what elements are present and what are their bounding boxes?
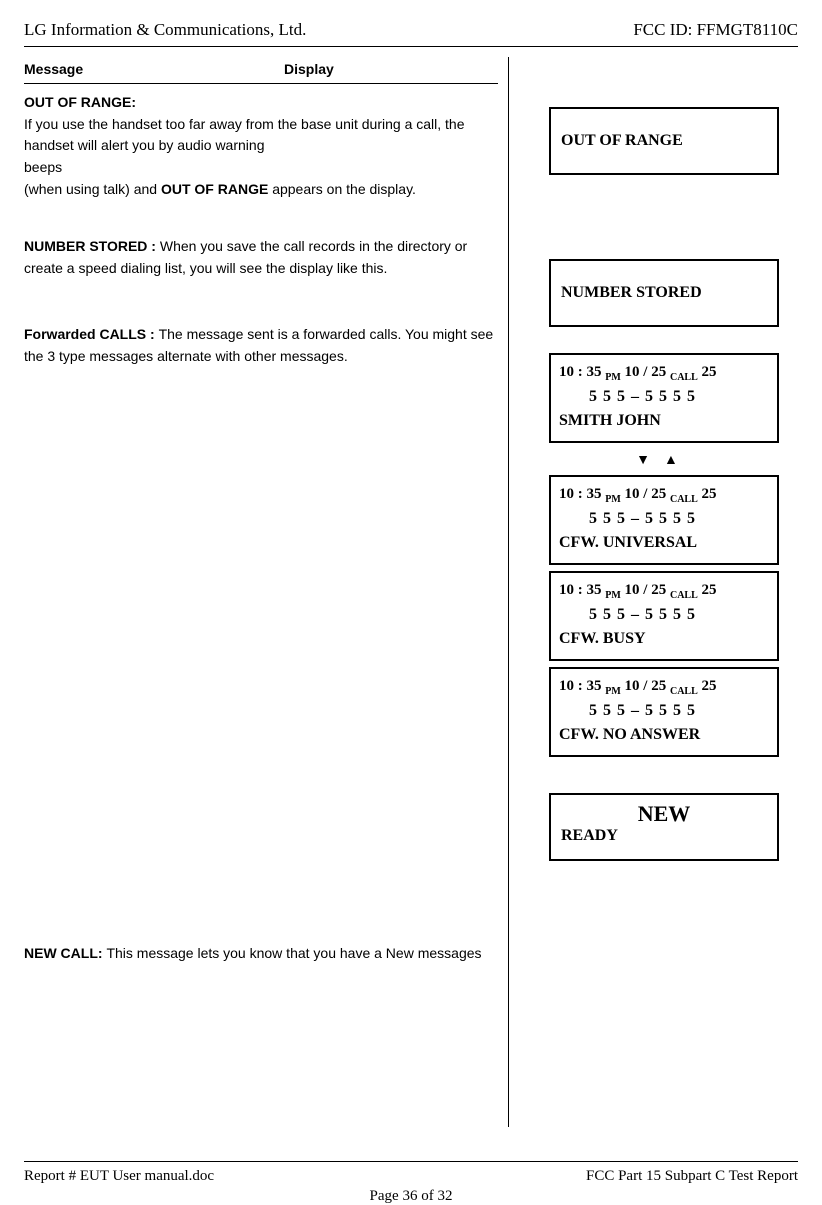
out-of-range-body2: beeps [24, 159, 62, 175]
out-of-range-bold: OUT OF RANGE [161, 181, 268, 197]
divider-2 [24, 288, 498, 316]
call-count: 25 [702, 678, 717, 694]
call-time: 10 : 35 [559, 364, 602, 380]
new-call-title: NEW CALL: [24, 945, 106, 961]
call-ampm: PM [605, 494, 621, 505]
section-number-stored: NUMBER STORED : When you save the call r… [24, 228, 498, 279]
display-number-stored-text: NUMBER STORED [561, 284, 702, 302]
call-date: 10 / 25 [625, 678, 667, 694]
out-of-range-title: OUT OF RANGE: [24, 94, 136, 110]
footer-page-number: Page 36 of 32 [24, 1188, 798, 1205]
call-label: CALL [670, 590, 698, 601]
footer-fcc: FCC Part 15 Subpart C Test Report [586, 1168, 798, 1185]
call-ampm: PM [605, 590, 621, 601]
col-header-message: Message [24, 61, 284, 77]
display-ready-text: READY [561, 827, 767, 845]
call-date: 10 / 25 [625, 582, 667, 598]
col-header-display: Display [284, 61, 334, 77]
new-call-body: This message lets you know that you have… [106, 945, 481, 961]
display-number-stored: NUMBER STORED [549, 259, 779, 327]
out-of-range-body4: appears on the display. [268, 181, 416, 197]
display-new-call: NEW READY [549, 793, 779, 861]
call-time: 10 : 35 [559, 582, 602, 598]
call-name: CFW. BUSY [559, 627, 769, 651]
call-date: 10 / 25 [625, 486, 667, 502]
call-name: CFW. NO ANSWER [559, 723, 769, 747]
call-number: 5 5 5 – 5 5 5 5 [559, 507, 769, 531]
display-out-of-range: OUT OF RANGE [549, 107, 779, 175]
call-number: 5 5 5 – 5 5 5 5 [559, 603, 769, 627]
call-box-1: 10 : 35 PM 10 / 25 CALL 25 5 5 5 – 5 5 5… [549, 475, 779, 565]
call-box-0: 10 : 35 PM 10 / 25 CALL 25 5 5 5 – 5 5 5… [549, 353, 779, 443]
call-time: 10 : 35 [559, 678, 602, 694]
call-number: 5 5 5 – 5 5 5 5 [559, 699, 769, 723]
call-time: 10 : 35 [559, 486, 602, 502]
arrow-indicators: ▼▲ [549, 449, 779, 469]
call-count: 25 [702, 486, 717, 502]
forwarded-title: Forwarded CALLS : [24, 326, 159, 342]
call-ampm: PM [605, 372, 621, 383]
divider-r1 [519, 241, 798, 249]
call-box-2: 10 : 35 PM 10 / 25 CALL 25 5 5 5 – 5 5 5… [549, 571, 779, 661]
company-name: LG Information & Communications, Ltd. [24, 20, 306, 40]
call-label: CALL [670, 494, 698, 505]
out-of-range-body1: If you use the handset too far away from… [24, 116, 465, 154]
right-column: OUT OF RANGE NUMBER STORED 10 : 35 PM 10… [509, 57, 798, 1127]
section-new-call: NEW CALL: This message lets you know tha… [24, 935, 498, 965]
divider-3 [24, 907, 498, 935]
fcc-id: FCC ID: FFMGT8110C [633, 20, 798, 40]
main-content: Message Display OUT OF RANGE: If you use… [24, 57, 798, 1127]
number-stored-title: NUMBER STORED : [24, 238, 160, 254]
divider-1 [24, 200, 498, 228]
footer-report: Report # EUT User manual.doc [24, 1168, 214, 1185]
call-name: SMITH JOHN [559, 409, 769, 433]
display-new-text: NEW [561, 801, 767, 827]
page-footer: Report # EUT User manual.doc FCC Part 15… [24, 1161, 798, 1185]
left-column: Message Display OUT OF RANGE: If you use… [24, 57, 509, 1127]
call-count: 25 [702, 364, 717, 380]
section-out-of-range: OUT OF RANGE: If you use the handset too… [24, 84, 498, 200]
page-header: LG Information & Communications, Ltd. FC… [24, 20, 798, 47]
call-count: 25 [702, 582, 717, 598]
call-label: CALL [670, 372, 698, 383]
call-box-3: 10 : 35 PM 10 / 25 CALL 25 5 5 5 – 5 5 5… [549, 667, 779, 757]
call-name: CFW. UNIVERSAL [559, 531, 769, 555]
call-number: 5 5 5 – 5 5 5 5 [559, 385, 769, 409]
call-label: CALL [670, 686, 698, 697]
section-forwarded: Forwarded CALLS : The message sent is a … [24, 316, 498, 367]
arrow-down-icon: ▼ [636, 451, 664, 467]
arrow-up-icon: ▲ [664, 451, 692, 467]
call-ampm: PM [605, 686, 621, 697]
display-out-of-range-text: OUT OF RANGE [561, 132, 683, 150]
out-of-range-body3: (when using talk) and [24, 181, 161, 197]
call-date: 10 / 25 [625, 364, 667, 380]
table-header-row: Message Display [24, 57, 498, 84]
